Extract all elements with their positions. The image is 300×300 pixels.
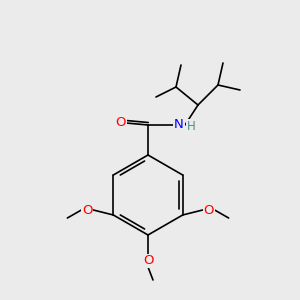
Text: H: H	[187, 119, 195, 133]
Text: O: O	[82, 203, 93, 217]
Text: O: O	[143, 254, 153, 268]
Text: O: O	[116, 116, 126, 130]
Text: O: O	[203, 203, 214, 217]
Text: N: N	[174, 118, 184, 131]
